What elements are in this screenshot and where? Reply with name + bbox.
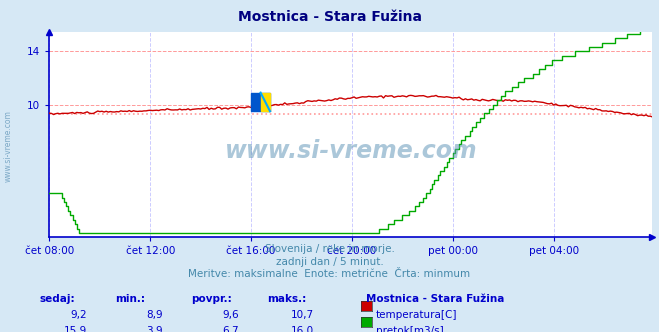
Text: sedaj:: sedaj: [40,294,75,304]
Text: 10,7: 10,7 [291,310,314,320]
Text: Meritve: maksimalne  Enote: metrične  Črta: minmum: Meritve: maksimalne Enote: metrične Črta… [188,269,471,279]
Bar [260,93,270,111]
Text: 3,9: 3,9 [146,326,163,332]
Text: www.si-vreme.com: www.si-vreme.com [225,139,477,163]
Text: 15,9: 15,9 [64,326,87,332]
Text: Mostnica - Stara Fužina: Mostnica - Stara Fužina [237,10,422,24]
Text: zadnji dan / 5 minut.: zadnji dan / 5 minut. [275,257,384,267]
Text: 9,2: 9,2 [71,310,87,320]
Text: maks.:: maks.: [267,294,306,304]
Bar [251,93,270,111]
Text: povpr.:: povpr.: [191,294,232,304]
Text: pretok[m3/s]: pretok[m3/s] [376,326,444,332]
Text: 16,0: 16,0 [291,326,314,332]
Text: Slovenija / reke in morje.: Slovenija / reke in morje. [264,244,395,254]
Text: min.:: min.: [115,294,146,304]
Text: temperatura[C]: temperatura[C] [376,310,457,320]
Text: 9,6: 9,6 [222,310,239,320]
Text: Mostnica - Stara Fužina: Mostnica - Stara Fužina [366,294,504,304]
Text: 8,9: 8,9 [146,310,163,320]
Text: 6,7: 6,7 [222,326,239,332]
Text: www.si-vreme.com: www.si-vreme.com [3,110,13,182]
